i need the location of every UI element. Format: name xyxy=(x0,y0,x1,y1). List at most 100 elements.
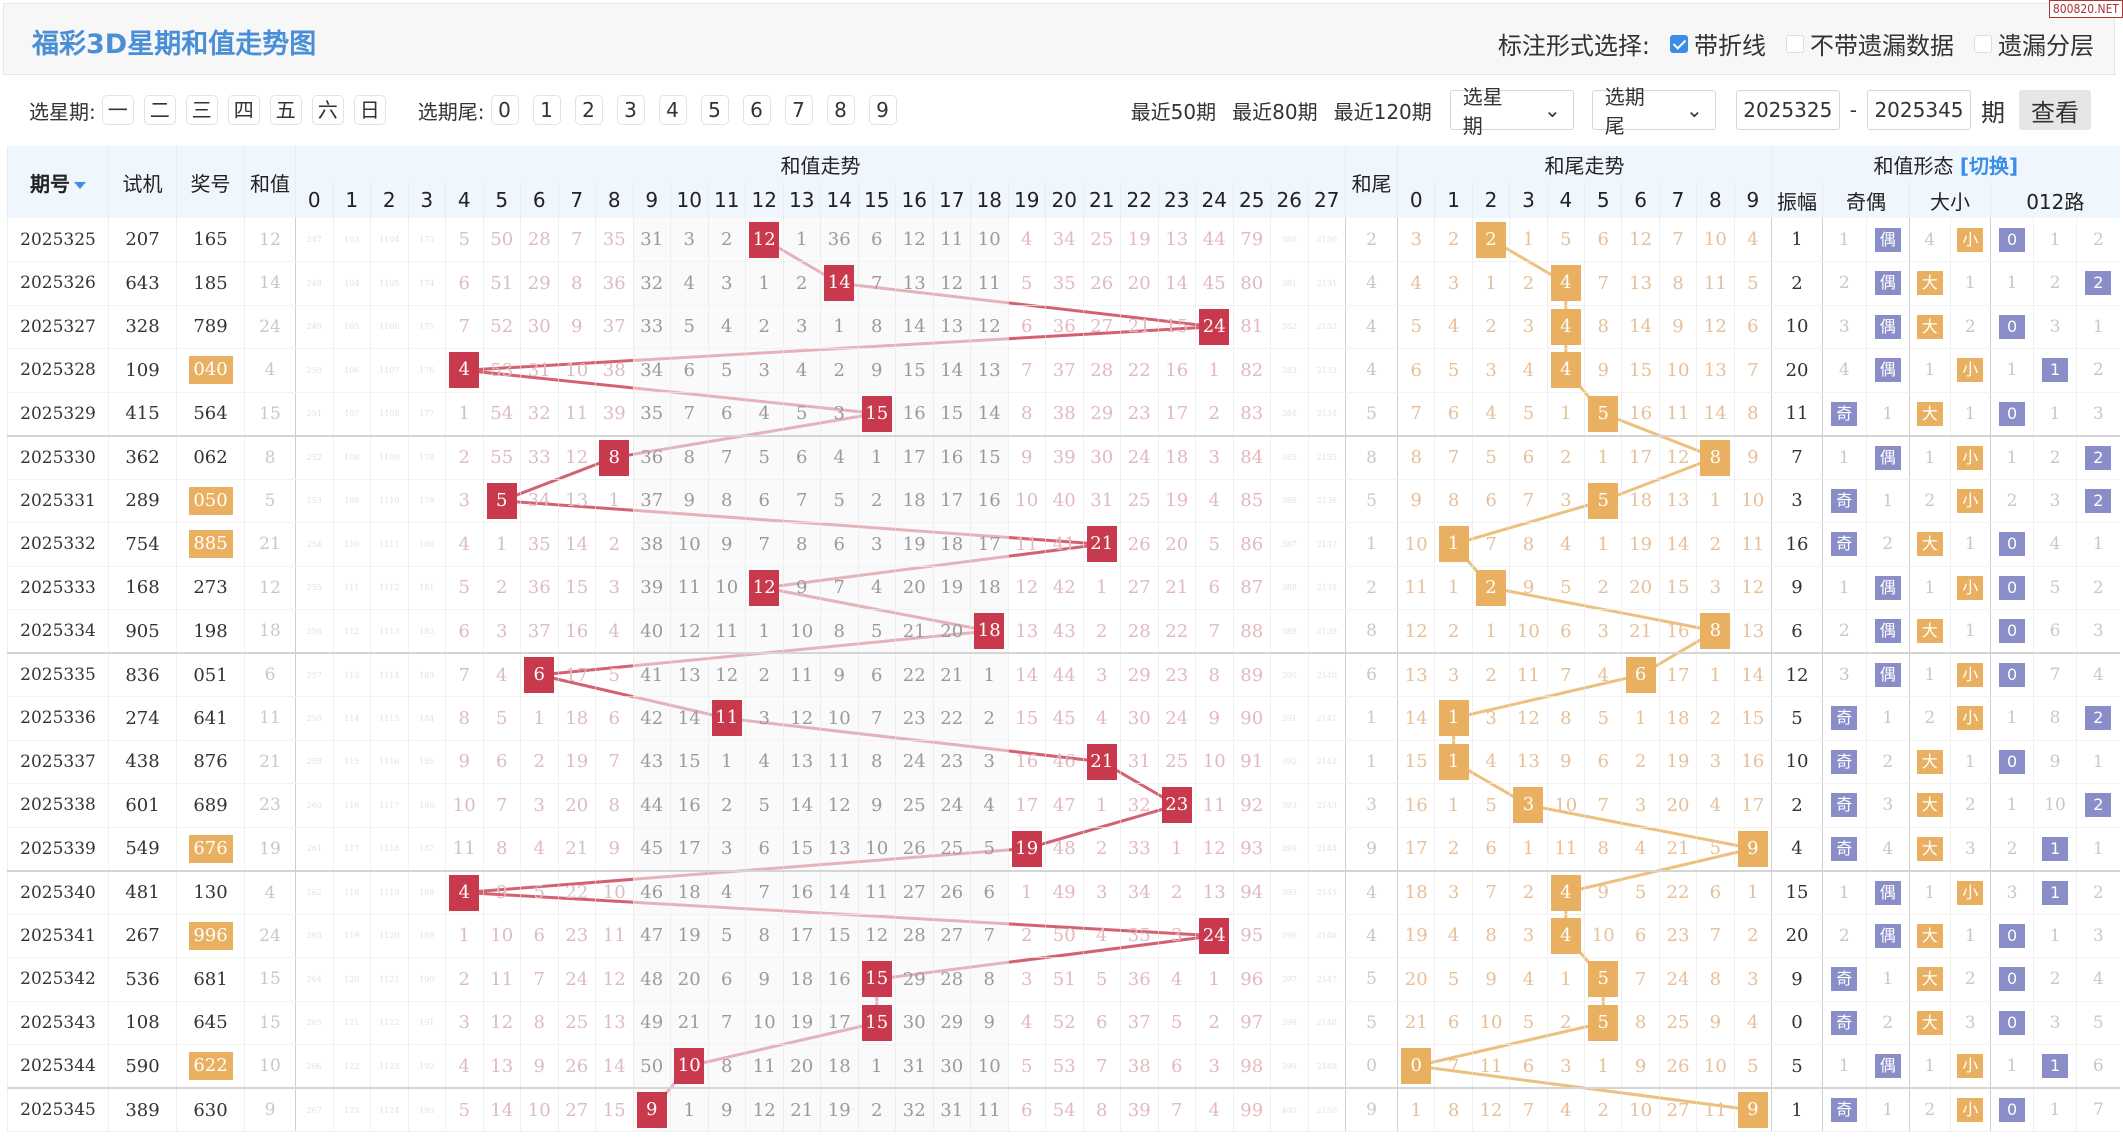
big-small-cell: 1 xyxy=(1909,869,1951,915)
sort-desc-icon[interactable] xyxy=(74,181,86,189)
sum-trend-cell: 1110 xyxy=(370,479,408,523)
period-header[interactable]: 期号 xyxy=(7,146,109,218)
tail-value-cell: 8 xyxy=(1345,609,1398,654)
sum-header: 和值 xyxy=(244,146,296,218)
sum-trend-cell: 2 xyxy=(445,957,483,1002)
weekday-button[interactable]: 五 xyxy=(269,95,302,125)
tail-trend-cell: 17 xyxy=(1397,827,1435,871)
sum-trend-cell: 92 xyxy=(1232,783,1271,828)
polyline-checkbox[interactable] xyxy=(1670,34,1688,53)
tail-button[interactable]: 7 xyxy=(784,95,813,125)
weekday-button[interactable]: 一 xyxy=(101,95,134,125)
amplitude-cell: 4 xyxy=(1771,827,1823,871)
recent-80-link[interactable]: 最近80期 xyxy=(1232,99,1318,124)
route-012-cell: 7 xyxy=(2033,652,2077,697)
sum-trend-cell: 24 xyxy=(1195,305,1233,349)
sum-trend-cell: 30 xyxy=(932,1044,971,1089)
tail-button[interactable]: 8 xyxy=(826,95,855,125)
tail-button[interactable]: 0 xyxy=(490,95,519,125)
tail-select[interactable]: 选期尾 ⌄ xyxy=(1591,85,1716,138)
no-omission-label[interactable]: 不带遗漏数据 xyxy=(1810,32,1954,60)
sum-trend-cell: 14 xyxy=(820,869,858,915)
tail-trend-cell: 4 xyxy=(1546,305,1585,349)
omission-layer-checkbox[interactable] xyxy=(1974,34,1992,53)
sum-number-header: 17 xyxy=(932,182,971,218)
sum-trend-cell: 5 xyxy=(482,696,521,741)
tail-trend-cell: 4 xyxy=(1546,261,1585,306)
tail-button[interactable]: 4 xyxy=(658,95,687,125)
sum-trend-cell: 191 xyxy=(407,1001,446,1045)
view-button[interactable]: 查看 xyxy=(2019,90,2091,130)
test-number-cell: 536 xyxy=(108,957,177,1002)
sum-trend-cell: 4 xyxy=(445,522,483,567)
recent-120-link[interactable]: 最近120期 xyxy=(1333,99,1432,124)
no-omission-checkbox[interactable] xyxy=(1786,34,1804,53)
tail-button[interactable]: 9 xyxy=(868,95,897,125)
tail-button[interactable]: 1 xyxy=(532,95,561,125)
draw-number-group3: 622 xyxy=(188,1052,233,1080)
sum-number-header: 15 xyxy=(857,182,896,218)
sum-trend-cell: 31 xyxy=(1120,740,1158,784)
weekday-button[interactable]: 三 xyxy=(185,95,218,125)
draw-number-cell: 165 xyxy=(176,218,245,262)
tail-button[interactable]: 5 xyxy=(700,95,729,125)
sum-trend-cell: 18 xyxy=(782,957,821,1002)
tail-button[interactable]: 3 xyxy=(616,95,645,125)
sum-trend-cell: 15 xyxy=(820,914,858,958)
odd-even-cell: 偶 xyxy=(1865,609,1910,654)
odd-even-cell: 2 xyxy=(1865,1001,1910,1045)
tail-value-cell: 0 xyxy=(1345,1044,1398,1089)
table-row: 2025327 328 789 24 249 105 1106 175 7 52 30 9 37 33 5 4… xyxy=(7,305,2120,349)
to-period-input[interactable]: 2025345 xyxy=(1867,90,1971,130)
tail-trend-cell: 3 xyxy=(1621,783,1660,828)
omission-layer-label[interactable]: 遗漏分层 xyxy=(1998,32,2094,60)
sum-trend-cell: 10 xyxy=(970,1044,1008,1089)
tail-trend-cell: 6 xyxy=(1509,434,1548,480)
tail-trend-cell: 12 xyxy=(1509,696,1548,741)
odd-even-cell: 1 xyxy=(1822,218,1867,262)
amplitude-cell: 16 xyxy=(1771,522,1823,567)
tail-trend-cell: 21 xyxy=(1397,1001,1435,1045)
tail-value-cell: 9 xyxy=(1345,1087,1398,1132)
sum-trend-cell: 6 xyxy=(595,696,633,741)
tail-trend-cell: 13 xyxy=(1397,652,1435,697)
route-012-marker: 0 xyxy=(1999,749,2026,774)
sum-trend-cell: 11 xyxy=(1007,522,1046,567)
sum-trend-cell: 20 xyxy=(1120,261,1158,306)
test-header: 试机 xyxy=(108,146,177,218)
sum-trend-cell: 10 xyxy=(970,218,1008,262)
draw-number-cell: 051 xyxy=(176,652,245,697)
tail-trend-cell: 25 xyxy=(1658,1001,1697,1045)
polyline-label[interactable]: 带折线 xyxy=(1694,32,1766,60)
sum-trend-cell: 3 xyxy=(670,218,708,262)
sum-trend-cell: 11 xyxy=(820,740,858,784)
sum-trend-cell: 1117 xyxy=(370,783,408,828)
switch-link[interactable]: [切换] xyxy=(1959,153,2019,178)
odd-even-marker: 偶 xyxy=(1874,663,1901,687)
draw-number-cell: 789 xyxy=(176,305,245,349)
table-row: 2025329 415 564 15 251 107 1108 177 1 54 32 11 39 35 7… xyxy=(7,392,2120,436)
test-number-cell: 754 xyxy=(108,522,177,567)
sum-trend-cell: 6 xyxy=(445,609,483,654)
amplitude-cell: 5 xyxy=(1771,1044,1823,1089)
sum-trend-cell: 14 xyxy=(782,783,821,828)
route-012-cell: 1 xyxy=(2033,1087,2077,1132)
route-012-cell: 0 xyxy=(1990,957,2034,1002)
tail-trend-cell: 6 xyxy=(1434,392,1473,436)
sum-trend-cell: 14 xyxy=(820,261,858,306)
tail-trend-cell: 3 xyxy=(1434,261,1473,306)
weekday-select[interactable]: 选星期 ⌄ xyxy=(1449,85,1574,138)
weekday-button[interactable]: 日 xyxy=(353,95,386,125)
tail-button[interactable]: 2 xyxy=(574,95,603,125)
sum-trend-cell: 12 xyxy=(1195,827,1233,871)
tail-trend-cell: 5 xyxy=(1397,305,1435,349)
from-period-input[interactable]: 2025325 xyxy=(1735,90,1840,130)
sum-trend-cell: 13 xyxy=(820,827,858,871)
sum-trend-cell: 1114 xyxy=(370,652,408,697)
tail-button[interactable]: 6 xyxy=(742,95,771,125)
weekday-button[interactable]: 四 xyxy=(227,95,260,125)
recent-50-link[interactable]: 最近50期 xyxy=(1130,99,1217,124)
weekday-button[interactable]: 六 xyxy=(311,95,344,125)
sum-trend-cell: 22 xyxy=(557,869,596,915)
weekday-button[interactable]: 二 xyxy=(143,95,176,125)
